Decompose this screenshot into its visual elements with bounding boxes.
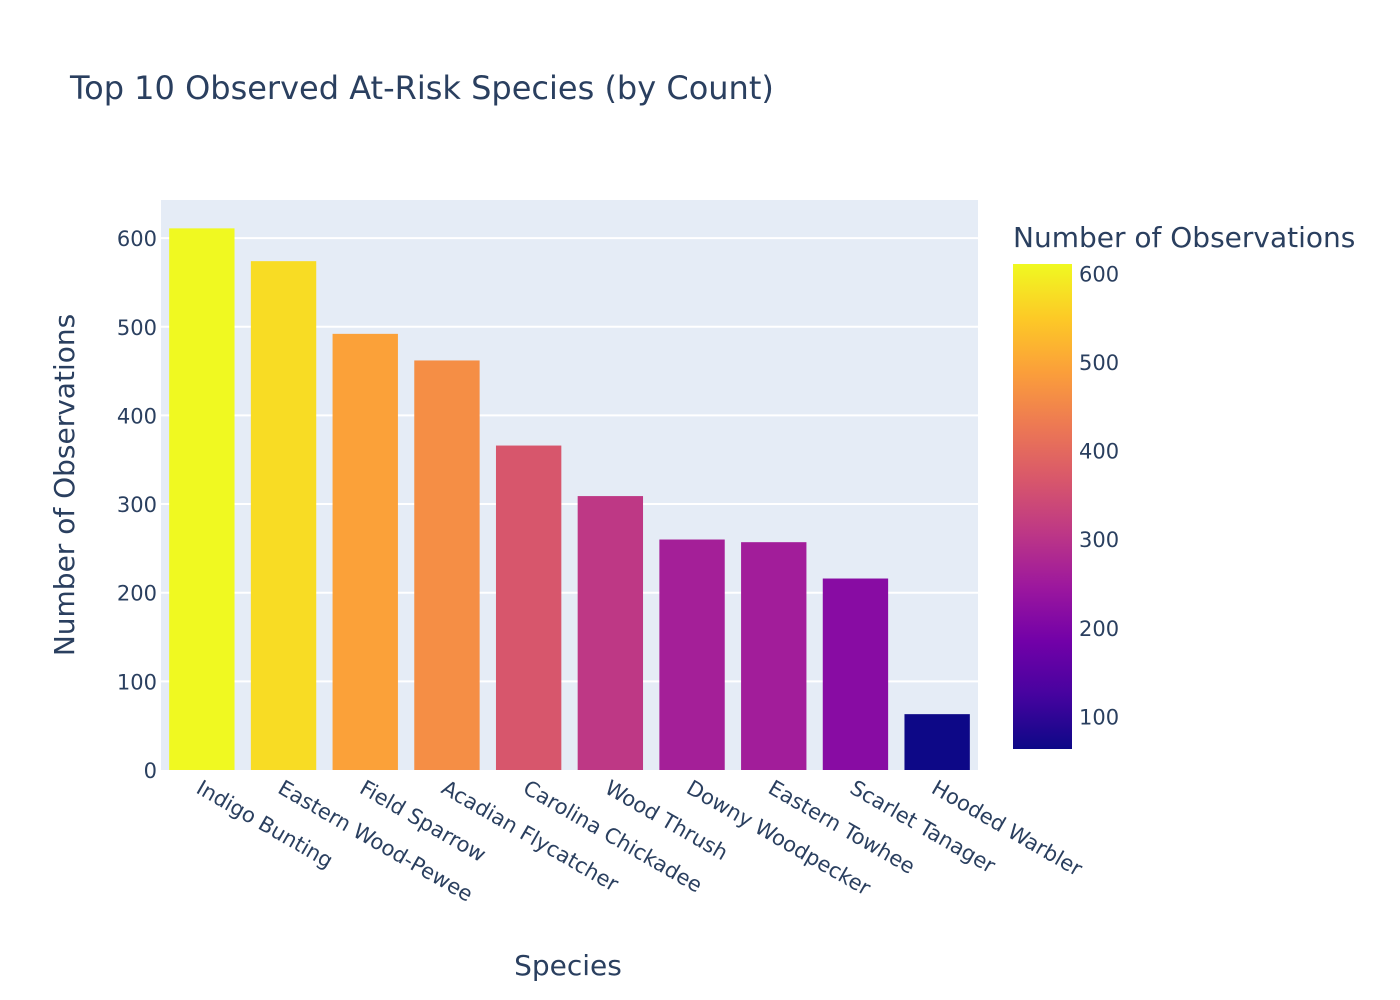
colorbar-tick-label: 300 xyxy=(1079,528,1119,552)
colorbar-tick-label: 500 xyxy=(1079,351,1119,375)
colorbar-tick-label: 200 xyxy=(1079,617,1119,641)
colorbar-tick-label: 400 xyxy=(1079,440,1119,464)
bar xyxy=(495,445,562,770)
y-tick-label: 300 xyxy=(117,493,157,517)
bar xyxy=(414,360,480,770)
y-tick-label: 600 xyxy=(117,227,157,251)
bars xyxy=(169,228,970,770)
y-tick-label: 100 xyxy=(117,670,157,694)
y-tick-label: 400 xyxy=(117,404,157,428)
bar xyxy=(822,578,889,770)
y-tick-label: 0 xyxy=(144,759,157,783)
bar xyxy=(332,333,398,770)
bar xyxy=(577,496,644,770)
bar xyxy=(169,228,235,770)
y-tick-label: 200 xyxy=(117,582,157,606)
y-tick-label: 500 xyxy=(117,316,157,340)
colorbar xyxy=(1013,264,1072,749)
chart-title: Top 10 Observed At-Risk Species (by Coun… xyxy=(69,69,774,107)
x-axis-title: Species xyxy=(514,949,622,982)
x-tick-label: Scarlet Tanager xyxy=(846,776,1000,879)
x-tick-label: Hooded Warbler xyxy=(928,776,1087,882)
y-axis-ticks: 0 100 200 300 400 500 600 xyxy=(117,227,157,783)
bar xyxy=(904,714,970,770)
x-tick-label: Indigo Bunting xyxy=(192,776,337,873)
colorbar-ticks: 100 200 300 400 500 600 xyxy=(1079,263,1119,730)
colorbar-tick-label: 100 xyxy=(1079,705,1119,729)
bar xyxy=(741,542,807,770)
colorbar-title: Number of Observations xyxy=(1013,221,1355,254)
bar xyxy=(250,261,317,770)
colorbar-tick-label: 600 xyxy=(1079,263,1119,287)
y-axis-title: Number of Observations xyxy=(48,314,81,656)
bar xyxy=(659,539,725,770)
